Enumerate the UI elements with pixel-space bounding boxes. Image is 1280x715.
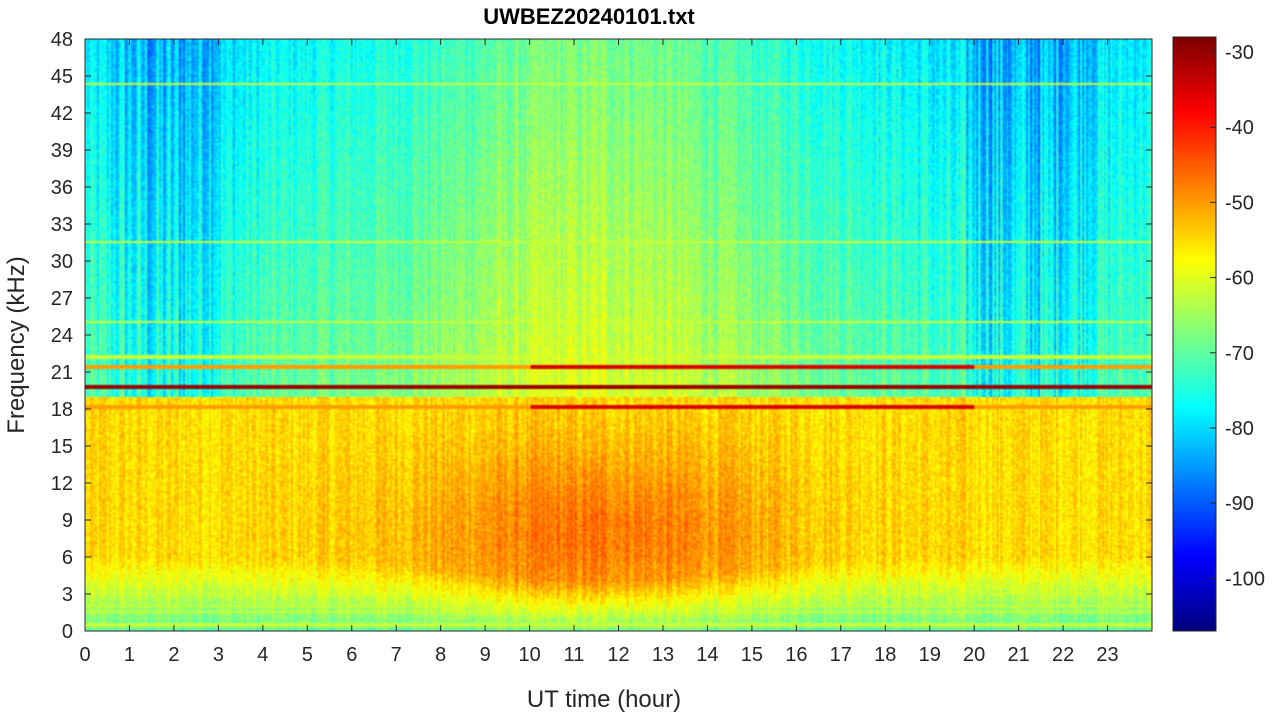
x-tick-label: 21 (1008, 644, 1030, 666)
x-tick-label: 6 (346, 644, 357, 666)
colorbar: -30 -40 -50 -60 -70 -80 -90 -100 (1172, 36, 1265, 632)
x-tick-label: 3 (213, 644, 224, 666)
x-tick-label: 2 (168, 644, 179, 666)
y-tick-label: 39 (51, 140, 73, 162)
y-tick-label: 24 (51, 325, 73, 347)
colorbar-tick-label: -100 (1225, 568, 1265, 590)
chart-title: UWBEZ20240101.txt (483, 4, 695, 29)
y-tick-label: 27 (51, 288, 73, 310)
x-tick-label: 23 (1096, 644, 1118, 666)
x-tick-label: 0 (79, 644, 90, 666)
y-tick-label: 36 (51, 177, 73, 199)
y-tick-label: 21 (51, 362, 73, 384)
colorbar-ticks: -30 -40 -50 -60 -70 -80 -90 -100 (1210, 42, 1265, 590)
x-tick-label: 19 (919, 644, 941, 666)
x-tick-label: 9 (480, 644, 491, 666)
x-tick-label: 15 (741, 644, 763, 666)
x-axis: 0 1 2 3 4 5 6 7 8 9 10 11 12 13 14 15 16 17 18 19 20 21 22 23 (79, 39, 1119, 666)
y-tick-label: 12 (51, 473, 73, 495)
x-tick-label: 1 (124, 644, 135, 666)
y-tick-label: 42 (51, 103, 73, 125)
colorbar-tick-label: -60 (1225, 268, 1254, 290)
y-tick-label: 45 (51, 66, 73, 88)
x-tick-label: 17 (830, 644, 852, 666)
x-tick-label: 4 (257, 644, 268, 666)
x-tick-label: 11 (564, 644, 585, 666)
colorbar-tick-label: -70 (1225, 343, 1254, 365)
colorbar-gradient (1173, 37, 1216, 631)
x-tick-label: 14 (696, 644, 718, 666)
x-tick-label: 8 (435, 644, 446, 666)
x-tick-label: 20 (963, 644, 985, 666)
y-tick-label: 0 (62, 621, 73, 643)
y-tick-label: 3 (62, 584, 73, 606)
y-tick-label: 9 (62, 510, 73, 532)
x-tick-label: 16 (785, 644, 807, 666)
colorbar-tick-label: -80 (1225, 418, 1254, 440)
colorbar-tick-label: -40 (1225, 117, 1254, 139)
colorbar-tick-label: -50 (1225, 192, 1254, 214)
x-axis-label: UT time (hour) (527, 686, 681, 713)
x-tick-label: 18 (874, 644, 896, 666)
x-tick-label: 10 (518, 644, 540, 666)
y-tick-label: 48 (51, 29, 73, 51)
x-tick-label: 13 (652, 644, 674, 666)
y-tick-label: 6 (62, 547, 73, 569)
x-tick-label: 5 (302, 644, 313, 666)
plot-area (84, 38, 1153, 632)
y-tick-label: 30 (51, 251, 73, 273)
spectrogram-heatmap (85, 39, 1152, 631)
x-tick-label: 12 (607, 644, 629, 666)
y-tick-label: 15 (51, 436, 73, 458)
x-tick-label: 7 (391, 644, 402, 666)
colorbar-tick-label: -90 (1225, 493, 1254, 515)
y-tick-label: 18 (51, 399, 73, 421)
colorbar-tick-label: -30 (1225, 42, 1254, 64)
x-tick-label: 22 (1052, 644, 1074, 666)
colorbar-frame (1172, 36, 1217, 632)
y-axis-label: Frequency (kHz) (3, 256, 30, 433)
y-tick-label: 33 (51, 214, 73, 236)
